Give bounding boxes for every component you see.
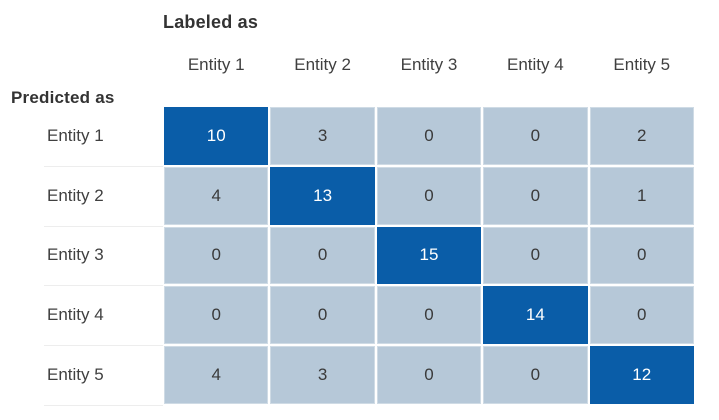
matrix-row: Entity 5 4 3 0 0 12 [0,345,719,406]
matrix-cell: 0 [375,106,483,166]
row-label-cell: Entity 2 [0,166,163,227]
column-header: Entity 3 [400,55,458,74]
matrix-cell: 0 [482,225,589,286]
x-axis-title: Labeled as [163,12,259,32]
row-label: Entity 1 [44,106,163,167]
matrix-cell: 13 [269,165,376,226]
row-label: Entity 2 [44,166,163,227]
matrix-cell: 2 [588,106,695,166]
matrix-cell: 10 [163,106,270,166]
matrix-cell: 0 [588,285,695,346]
matrix-row: Entity 4 0 0 0 14 0 [0,285,719,347]
matrix-row: Entity 1 10 3 0 0 2 [0,106,719,167]
row-label-cell: Entity 1 [0,106,163,167]
matrix-cell: 0 [482,165,589,226]
matrix-cell: 0 [375,285,483,346]
column-header: Entity 2 [294,55,351,74]
matrix-cell: 4 [163,165,270,226]
matrix-cell: 0 [482,106,589,166]
matrix-cell: 3 [269,106,376,166]
column-header: Entity 5 [613,55,671,74]
row-label: Entity 5 [44,345,163,406]
matrix-cell: 0 [269,285,376,346]
column-headers: Entity 1 Entity 2 Entity 3 Entity 4 Entity 5 [163,55,695,75]
matrix-cell: 14 [482,285,589,346]
column-header: Entity 4 [507,55,564,74]
matrix-cell: 0 [269,225,376,286]
matrix-row: Entity 2 4 13 0 0 1 [0,165,719,227]
matrix-cell: 3 [269,345,376,405]
matrix-row: Entity 3 0 0 15 0 0 [0,225,719,287]
column-header: Entity 1 [187,55,245,74]
matrix-cell: 4 [163,345,270,405]
matrix-grid: Entity 1 10 3 0 0 2 Entity 2 4 13 0 0 1 Entity 3 0 0 15… [0,106,719,406]
row-label-cell: Entity 5 [0,345,163,406]
matrix-cell: 1 [588,165,695,226]
matrix-cell: 0 [163,285,270,346]
matrix-cell: 15 [375,225,483,286]
matrix-cell: 0 [588,225,695,286]
y-axis-title: Predicted as [11,88,115,107]
matrix-cell: 0 [375,345,483,405]
matrix-cell: 0 [163,225,270,286]
row-label: Entity 4 [44,285,163,347]
row-label-cell: Entity 4 [0,285,163,347]
row-label: Entity 3 [44,226,163,287]
matrix-cell: 12 [588,345,695,405]
matrix-cell: 0 [375,165,483,226]
matrix-cell: 0 [482,345,589,405]
row-label-cell: Entity 3 [0,226,163,287]
